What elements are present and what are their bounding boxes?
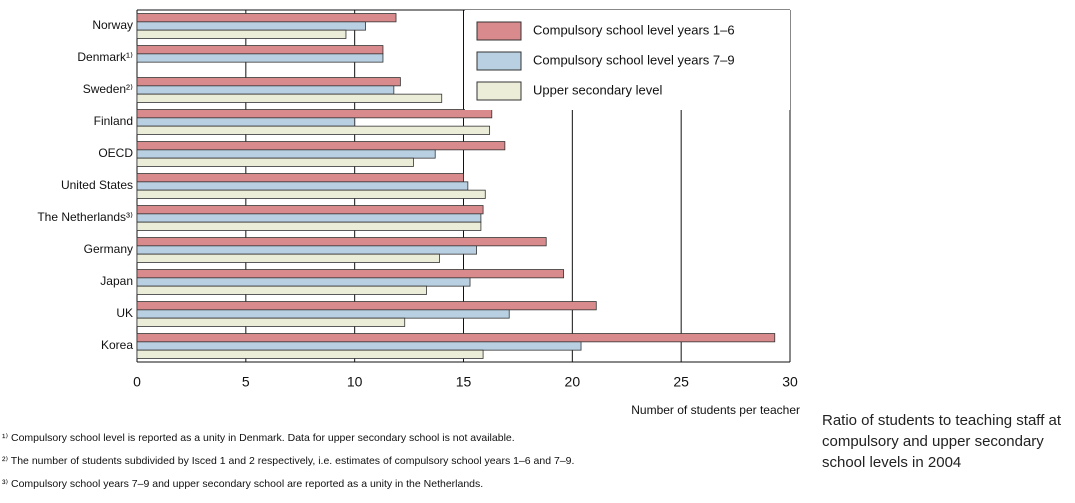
bar	[136, 157, 414, 167]
x-tick-label: 5	[242, 374, 250, 390]
y-tick-label: Finland	[94, 114, 133, 128]
y-tick-label: Japan	[100, 274, 133, 288]
bar	[136, 285, 427, 295]
bar	[136, 45, 384, 55]
y-tick-label: The Netherlands³⁾	[37, 210, 133, 224]
bar	[136, 85, 395, 95]
y-tick-label: UK	[116, 306, 133, 320]
bar	[136, 149, 436, 159]
bar	[136, 269, 565, 279]
x-tick-label: 20	[565, 374, 581, 390]
y-tick-label: OECD	[98, 146, 133, 160]
bar	[136, 189, 486, 199]
y-tick-label: Korea	[101, 338, 133, 352]
bar	[136, 109, 493, 119]
footnote: ²⁾ The number of students subdivided by …	[2, 455, 574, 467]
y-tick-label: Germany	[84, 242, 133, 256]
bar	[136, 341, 582, 351]
bar	[136, 141, 506, 151]
bar	[136, 245, 477, 255]
x-tick-label: 15	[456, 374, 472, 390]
legend-swatch	[476, 51, 522, 71]
bar	[136, 317, 406, 327]
bar	[136, 125, 491, 135]
bar	[136, 309, 510, 319]
bar	[136, 53, 384, 63]
bar	[136, 181, 469, 191]
y-tick-label: Sweden²⁾	[83, 82, 133, 96]
bar	[136, 205, 484, 215]
bar	[136, 77, 401, 87]
legend-swatch	[476, 21, 522, 41]
footnote: ³⁾ Compulsory school years 7–9 and upper…	[2, 478, 483, 490]
bar	[136, 173, 464, 183]
legend-label: Compulsory school level years 1–6	[533, 22, 735, 37]
bar	[136, 221, 482, 231]
bar	[136, 333, 776, 343]
legend-swatch	[476, 81, 522, 101]
bar	[136, 277, 471, 287]
legend-label: Compulsory school level years 7–9	[533, 52, 735, 67]
bar	[136, 117, 356, 127]
y-tick-label: Norway	[92, 18, 133, 32]
x-tick-label: 0	[133, 374, 141, 390]
bar	[136, 13, 397, 23]
bar	[136, 29, 347, 39]
y-tick-label: Denmark¹⁾	[77, 50, 133, 64]
x-tick-label: 30	[782, 374, 798, 390]
y-tick-label: United States	[61, 178, 133, 192]
x-tick-label: 25	[673, 374, 689, 390]
bar	[136, 93, 443, 103]
bar	[136, 253, 440, 263]
bar	[136, 349, 484, 359]
caption: Ratio of students to teaching staff at c…	[822, 412, 1062, 471]
footnote: ¹⁾ Compulsory school level is reported a…	[2, 432, 515, 444]
bar	[136, 21, 366, 31]
x-tick-label: 10	[347, 374, 363, 390]
bar	[136, 237, 547, 247]
x-axis-label: Number of students per teacher	[631, 403, 800, 417]
bar	[136, 301, 597, 311]
legend-label: Upper secondary level	[533, 82, 662, 97]
bar	[136, 213, 482, 223]
